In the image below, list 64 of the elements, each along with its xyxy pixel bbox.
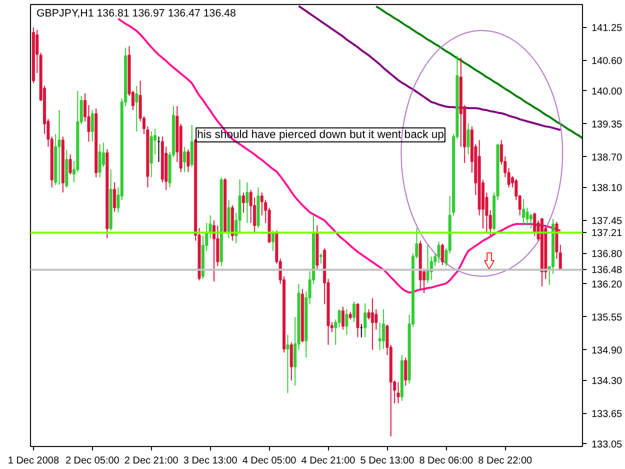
candlestick [404, 357, 408, 386]
candlestick [533, 212, 536, 236]
candlestick [190, 124, 194, 168]
candlestick [367, 308, 370, 320]
y-tick-label: 140.60 [592, 56, 623, 67]
candlestick [183, 146, 186, 173]
candlestick [113, 182, 116, 212]
candlestick [338, 308, 341, 328]
y-tick-label: 139.35 [592, 119, 623, 130]
y-tick-label: 134.30 [592, 376, 623, 387]
candlestick [352, 301, 356, 323]
candlestick [374, 308, 378, 330]
y-tick-label: 133.05 [592, 439, 623, 450]
y-tick-label: 138.70 [592, 152, 623, 164]
y-tick-label: 138.10 [592, 182, 623, 194]
candlestick [242, 192, 245, 214]
line-series [117, 18, 562, 294]
y-tick-label: 134.90 [592, 345, 623, 356]
candlestick [522, 198, 526, 226]
candlestick [440, 243, 444, 266]
x-tick-label: 5 Dec 13:00 [360, 456, 415, 466]
candlestick [90, 110, 94, 142]
candlestick [356, 302, 360, 338]
candlestick [271, 230, 274, 252]
y-tick-label: 133.65 [592, 408, 623, 420]
candlestick [319, 252, 322, 264]
chart-title: GBPJPY,H1 136.81 136.97 136.47 136.48 [36, 8, 236, 20]
ref-line-label: 136.48 [592, 265, 623, 276]
candlestick [58, 110, 61, 186]
candlestick [378, 322, 382, 350]
x-tick-label: 4 Dec 21:00 [301, 456, 356, 466]
x-tick-label: 3 Dec 13:00 [183, 456, 238, 466]
x-tick-label: 8 Dec 06:00 [419, 456, 474, 466]
ref-line-label: 137.21 [592, 228, 623, 240]
candlestick [396, 381, 400, 404]
candlestick [186, 148, 190, 173]
line-series [375, 6, 582, 140]
y-tick-label: 136.80 [592, 248, 623, 260]
candlestick [364, 302, 367, 338]
x-tick-label: 4 Dec 05:00 [242, 456, 297, 466]
y-tick-label: 141.25 [592, 22, 623, 34]
y-tick-label: 136.20 [592, 279, 623, 290]
candlestick [382, 308, 386, 350]
candlestick [68, 154, 72, 176]
candlestick [529, 213, 532, 229]
y-tick-label: 135.55 [592, 312, 623, 324]
candlestick [290, 342, 293, 381]
x-tick-label: 1 Dec 2008 [8, 456, 60, 466]
candlestick [466, 122, 470, 155]
candlestick [98, 144, 102, 178]
y-tick-label: 140.00 [592, 86, 623, 98]
candlestick [135, 85, 138, 132]
candlestick [286, 334, 290, 394]
candlestick [341, 306, 344, 330]
candlestick [246, 182, 249, 224]
candlestick [370, 298, 374, 350]
x-tick-label: 2 Dec 21:00 [124, 456, 179, 466]
candlestick [345, 308, 348, 336]
y-tick-label: 137.45 [592, 216, 623, 227]
candlestick [426, 244, 430, 284]
line-series [298, 5, 562, 131]
x-tick-label: 8 Dec 22:00 [478, 456, 533, 466]
candlestick [437, 241, 440, 264]
x-tick-label: 2 Dec 05:00 [65, 456, 120, 466]
